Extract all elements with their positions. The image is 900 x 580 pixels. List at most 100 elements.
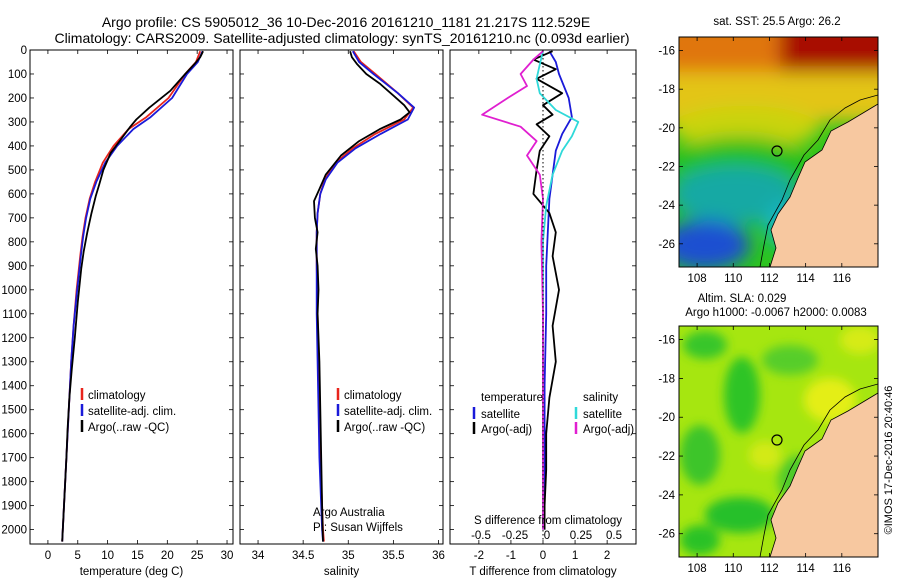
difference-x-tick-label: 1: [572, 550, 578, 562]
sst-map-title: sat. SST: 25.5 Argo: 26.2: [713, 16, 840, 28]
temperature-profile-panel: 0100200300400500600700800900100011001200…: [1, 45, 234, 578]
difference-legend-header-salinity: salinity: [583, 392, 618, 404]
salinity-annotation-line-2: PI: Susan Wijffels: [313, 522, 403, 534]
difference-s-tick-label: -0.5: [471, 530, 491, 542]
depth-tick-label: 300: [8, 117, 27, 129]
temperature-x-tick-label: 5: [75, 550, 81, 562]
sla-map-lon-tick-label: 108: [687, 563, 706, 575]
depth-tick-label: 400: [8, 141, 27, 153]
depth-tick-label: 1600: [1, 429, 27, 441]
depth-tick-label: 1400: [1, 381, 27, 393]
salinity-x-axis-label: salinity: [324, 566, 359, 578]
salinity-legend-label: satellite-adj. clim.: [344, 406, 432, 418]
sst-map-lat-tick-label: -26: [658, 239, 675, 251]
salinity-x-tick-label: 36: [432, 550, 445, 562]
depth-tick-label: 1900: [1, 501, 27, 513]
depth-tick-label: 100: [8, 69, 27, 81]
sla-yellow-blob: [840, 326, 878, 354]
depth-tick-label: 200: [8, 93, 27, 105]
depth-tick-label: 500: [8, 165, 27, 177]
difference-s-axis-label: S difference from climatology: [474, 515, 622, 527]
difference-s-tick-label: 0.25: [570, 530, 592, 542]
figure-title-line-2: Climatology: CARS2009. Satellite-adjuste…: [54, 30, 629, 46]
salinity-legend-label: Argo(..raw -QC): [344, 422, 425, 434]
difference-legend-label: satellite: [481, 409, 520, 421]
sst-blue-southwest: [679, 220, 750, 267]
salinity-x-tick-label: 34: [252, 550, 265, 562]
salinity-profile-panel: 34 34.5 35 35.5 36 salinity climatology satelli…: [239, 49, 445, 578]
depth-tick-label: 900: [8, 261, 27, 273]
temperature-series-argo-raw-qc: [61, 50, 204, 542]
difference-series-argo-adj: [481, 50, 544, 530]
depth-tick-label: 2000: [1, 525, 27, 537]
salinity-annotation-line-1: Argo Australia: [313, 507, 385, 519]
difference-profile-panel: -2 -1 0 1 2 T difference from climatology temp…: [449, 49, 637, 578]
sla-map-lat-tick-label: -24: [658, 490, 675, 502]
sla-map-lat-tick-label: -18: [658, 373, 675, 385]
sla-map-lat-tick-label: -16: [658, 335, 675, 347]
sla-yellow-blob: [749, 441, 781, 469]
temperature-x-tick-label: 10: [101, 550, 114, 562]
depth-tick-label: 1800: [1, 477, 27, 489]
difference-x-tick-label: -2: [474, 550, 484, 562]
depth-tick-label: 1500: [1, 405, 27, 417]
sst-argo-marker: [771, 145, 783, 157]
sst-map: sat. SST: 25.5 Argo: 26.2 108 110 112 114 11…: [658, 16, 879, 285]
sla-shelf-contour: [759, 383, 878, 557]
difference-x-axis-label: T difference from climatology: [469, 566, 616, 578]
temperature-legend-label: satellite-adj. clim.: [88, 406, 176, 418]
salinity-x-tick-label: 35: [342, 550, 355, 562]
sst-map-lon-tick-label: 114: [796, 273, 815, 285]
sst-map-lon-tick-label: 116: [833, 273, 851, 285]
difference-x-tick-label: -1: [506, 550, 516, 562]
sst-shelf-contour: [759, 94, 878, 267]
temperature-x-tick-label: 15: [131, 550, 144, 562]
salinity-series-satellite-adj-clim: [315, 50, 416, 542]
sst-map-axes: 108 110 112 114 116 -16 -18 -20 -22 -24 -26: [658, 37, 878, 285]
difference-s-tick-label: -0.25: [502, 530, 528, 542]
depth-tick-label: 800: [8, 237, 27, 249]
depth-tick-label: 700: [8, 213, 27, 225]
sst-map-frame: [678, 36, 879, 268]
sla-map-axes: 108 110 112 114 116 -16 -18 -20 -22 -24 -26: [658, 326, 878, 575]
sst-map-lon-tick-label: 108: [687, 273, 706, 285]
sla-map-title: Altim. SLA: 0.029: [698, 293, 787, 305]
sla-map-lon-tick-label: 112: [760, 563, 778, 575]
depth-tick-label: 0: [21, 45, 27, 57]
sla-green-blob: [680, 525, 720, 555]
depth-tick-label: 1200: [1, 333, 27, 345]
difference-legend-label: Argo(-adj): [583, 424, 634, 436]
difference-legend-label: Argo(-adj): [481, 424, 532, 436]
salinity-x-tick-label: 35.5: [382, 550, 404, 562]
sst-land: [769, 103, 878, 267]
credit-text: ©IMOS 17-Dec-2016 20:40:46: [883, 386, 895, 535]
temperature-axes-frame: [29, 49, 234, 545]
sla-green-blob: [724, 357, 760, 433]
sla-green-blob: [762, 345, 818, 375]
sst-map-lat-tick-label: -18: [658, 84, 675, 96]
depth-tick-label: 1300: [1, 357, 27, 369]
temperature-x-tick-label: 30: [221, 550, 234, 562]
difference-legend-header-temperature: temperature: [481, 392, 543, 404]
salinity-axes-frame: [239, 49, 444, 545]
difference-x-tick-label: 2: [604, 550, 610, 562]
difference-series-argo-adj: [532, 50, 564, 530]
difference-s-tick-label: 0: [544, 530, 550, 542]
temperature-legend-label: Argo(..raw -QC): [88, 422, 169, 434]
temperature-x-tick-label: 0: [45, 550, 51, 562]
sla-map-lat-tick-label: -26: [658, 529, 675, 541]
sla-land: [769, 392, 878, 557]
sla-map-lon-tick-label: 110: [724, 563, 742, 575]
depth-tick-label: 1000: [1, 285, 27, 297]
sla-map-lat-tick-label: -22: [658, 451, 675, 463]
sst-map-lon-tick-label: 110: [724, 273, 742, 285]
salinity-series-argo-raw-qc: [313, 50, 411, 542]
salinity-legend-label: climatology: [344, 390, 402, 402]
sla-map-subtitle: Argo h1000: -0.0067 h2000: 0.0083: [685, 307, 867, 319]
depth-tick-label: 1700: [1, 453, 27, 465]
temperature-x-tick-label: 25: [191, 550, 204, 562]
sst-map-lat-tick-label: -22: [658, 161, 675, 173]
sla-argo-marker: [771, 434, 783, 446]
sla-map-lat-tick-label: -20: [658, 412, 675, 424]
